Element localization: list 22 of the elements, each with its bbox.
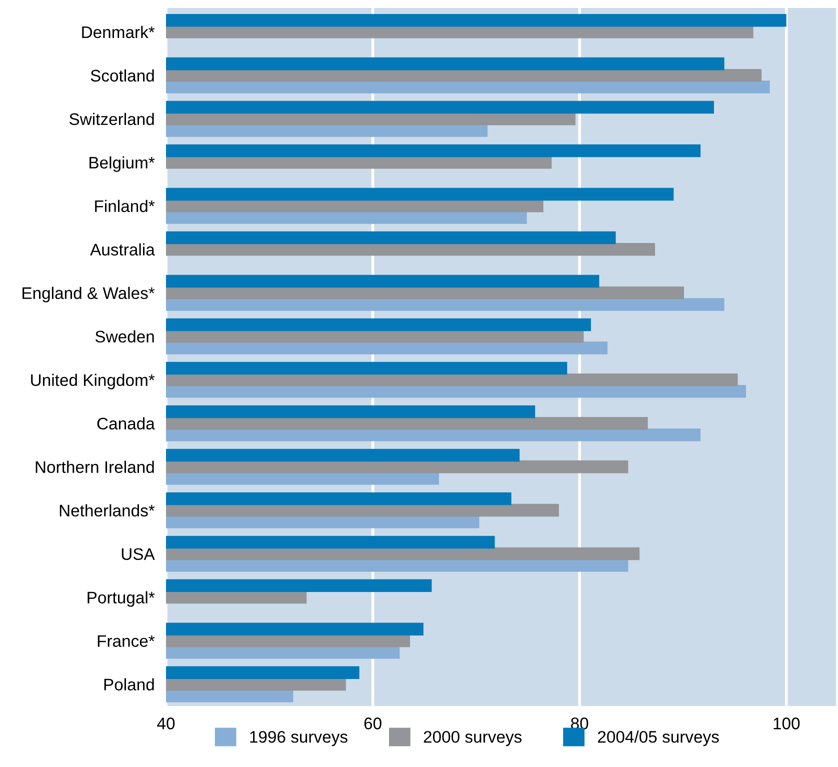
y-tick-label: United Kingdom* (31, 374, 155, 390)
y-tick-label: Portugal* (88, 591, 155, 607)
legend-label: 2004/05 surveys (598, 730, 719, 746)
y-tick-label: Poland (104, 678, 154, 690)
y-tick-label: USA (122, 548, 155, 560)
y-tick-label: France* (98, 635, 155, 647)
y-tick-label: Belgium* (90, 156, 155, 172)
y-tick-label: Finland* (95, 200, 155, 212)
legend-label: 2000 surveys (424, 730, 522, 746)
y-tick-label: Northern Ireland (36, 460, 154, 474)
y-tick-label: England & Wales* (22, 286, 155, 302)
y-tick-label: Scotland (90, 69, 154, 82)
y-tick-label: Canada (97, 417, 155, 430)
y-tick-label: Sweden (95, 330, 154, 343)
x-tick-label: 60 (364, 718, 382, 730)
y-tick-label: Denmark* (82, 26, 155, 38)
x-tick-label: 40 (157, 718, 175, 730)
y-tick-label: Switzerland (70, 112, 154, 126)
legend-label: 1996 surveys (250, 730, 348, 746)
y-tick-label: Netherlands* (60, 504, 155, 516)
x-tick-label: 100 (774, 718, 800, 730)
y-tick-label: Australia (90, 243, 155, 256)
